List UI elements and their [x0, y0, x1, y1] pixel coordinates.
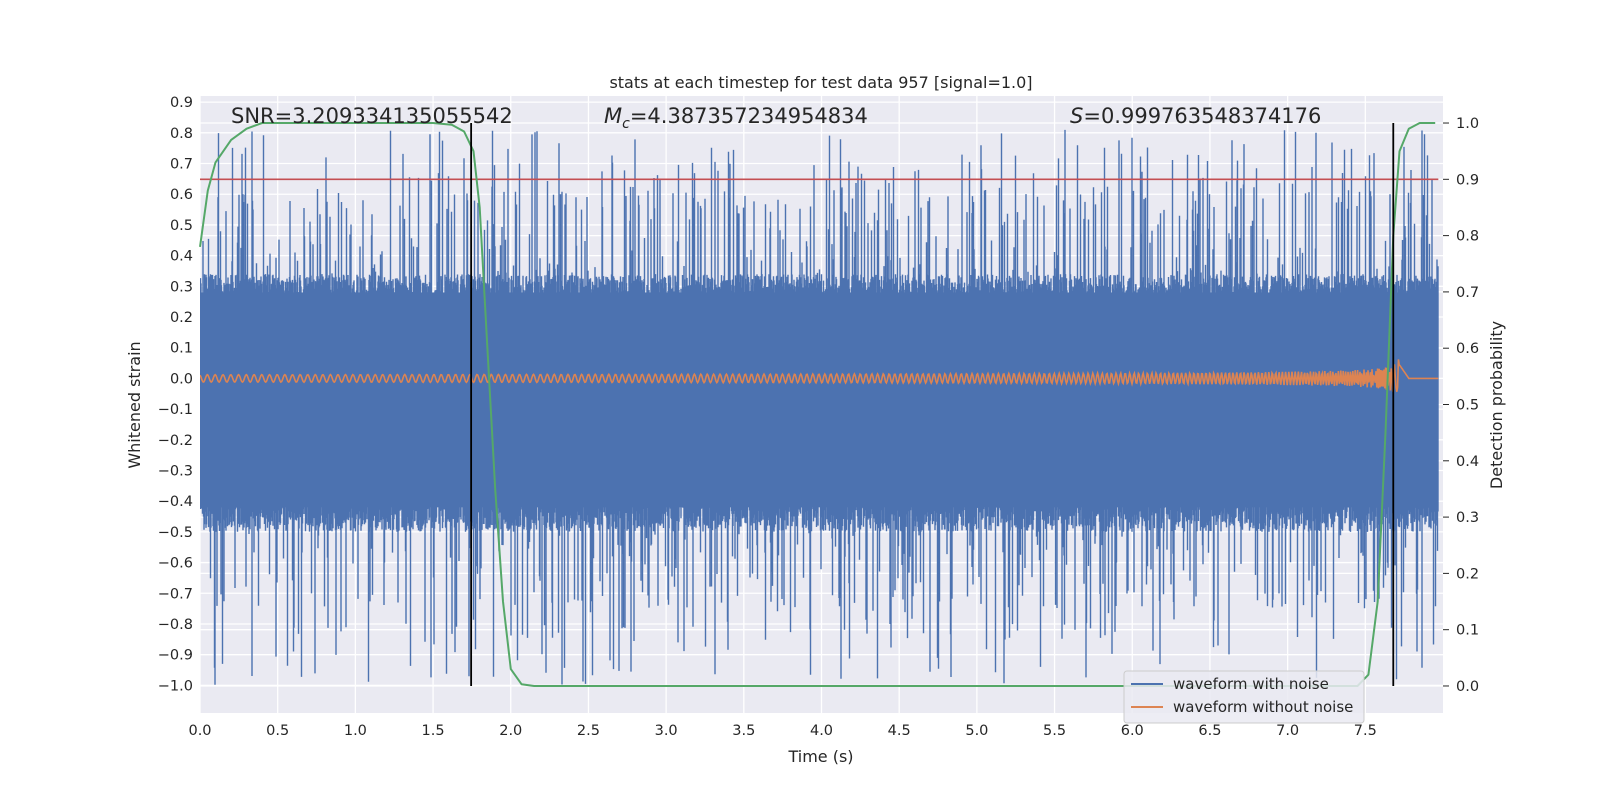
y-tick-label: 0.3	[170, 279, 193, 295]
y2-tick-label: 0.5	[1456, 398, 1479, 414]
chirp-mass-symbol: M	[604, 104, 622, 128]
legend-label-clean: waveform without noise	[1173, 698, 1353, 716]
y2-tick-label: 0.8	[1456, 229, 1479, 245]
y-tick-label: 0.7	[170, 157, 193, 173]
y-tick-label: −1.0	[158, 678, 193, 694]
series-layer	[200, 129, 1439, 685]
y-tick-label: −0.7	[158, 586, 193, 602]
snr-annotation: SNR=3.209334135055542	[231, 104, 513, 128]
y2-tick-label: 1.0	[1456, 116, 1479, 132]
legend-box	[1123, 670, 1365, 724]
series-waveform-core	[200, 292, 1439, 508]
x-tick-label: 6.0	[1121, 723, 1144, 739]
y2-tick-label: 0.6	[1456, 341, 1479, 357]
y-tick-label: −0.3	[158, 463, 193, 479]
x-tick-label: 5.5	[1043, 723, 1066, 739]
y-tick-label: −0.1	[158, 402, 193, 418]
y-axis-label: Whitened strain	[125, 341, 144, 468]
y-tick-label: 0.0	[170, 371, 193, 387]
x-tick-label: 4.5	[888, 723, 911, 739]
y2-tick-label: 0.2	[1456, 566, 1479, 582]
score-value: =0.999763548374176	[1083, 104, 1321, 128]
chirp-mass-value: =4.387357234954834	[630, 104, 868, 128]
y-tick-label: 0.4	[170, 249, 193, 265]
y2-tick-label: 0.4	[1456, 454, 1479, 470]
y-tick-label: −0.8	[158, 617, 193, 633]
overlay-layer	[199, 122, 1439, 687]
y-tick-label: 0.6	[170, 187, 193, 203]
x-axis-ticks: 0.0 0.5 1.0 1.5 2.0 2.5 3.0 3.5 4.0 4.5 5.0 5.5 6.0 6…	[188, 723, 1376, 739]
y-tick-label: −0.2	[158, 433, 193, 449]
chirp-mass-subscript: c	[622, 116, 630, 132]
y-tick-label: 0.2	[170, 310, 193, 326]
chirp-mass-annotation: Mc=4.387357234954834	[604, 104, 868, 132]
y2-tick-label: 0.0	[1456, 679, 1479, 695]
x-tick-label: 5.0	[965, 723, 988, 739]
x-tick-label: 0.5	[266, 723, 289, 739]
y2-tick-label: 0.3	[1456, 510, 1479, 526]
y-tick-label: −0.5	[158, 525, 193, 541]
y-tick-label: 0.1	[170, 341, 193, 357]
y-axis-ticks: 0.9 0.8 0.7 0.6 0.5 0.4 0.3 0.2 0.1 0.0 −0.1 −0.2 −0…	[158, 95, 193, 694]
chart-title: stats at each timestep for test data 957…	[609, 73, 1032, 92]
y2-tick-label: 0.7	[1456, 285, 1479, 301]
score-symbol: S	[1070, 104, 1083, 128]
x-tick-label: 6.5	[1198, 723, 1221, 739]
x-tick-label: 2.0	[499, 723, 522, 739]
legend-label-noise: waveform with noise	[1173, 675, 1329, 693]
y-tick-label: −0.4	[158, 494, 193, 510]
x-tick-label: 1.5	[422, 723, 445, 739]
y2-axis-label: Detection probability	[1487, 321, 1506, 489]
x-tick-label: 3.0	[655, 723, 678, 739]
y-tick-label: 0.9	[170, 95, 193, 111]
x-axis-label: Time (s)	[787, 747, 853, 766]
y-tick-label: −0.6	[158, 556, 193, 572]
x-tick-label: 7.0	[1276, 723, 1299, 739]
x-tick-label: 3.5	[732, 723, 755, 739]
x-tick-label: 0.0	[188, 723, 211, 739]
x-tick-label: 4.0	[810, 723, 833, 739]
legend: waveform with noise waveform without noi…	[1123, 670, 1365, 724]
x-tick-label: 2.5	[577, 723, 600, 739]
series-detection-probability	[199, 122, 1436, 687]
x-tick-label: 7.5	[1354, 723, 1377, 739]
y2-tick-label: 0.1	[1456, 623, 1479, 639]
y2-tick-label: 0.9	[1456, 172, 1479, 188]
y-tick-label: −0.9	[158, 648, 193, 664]
score-annotation: S=0.999763548374176	[1070, 104, 1321, 128]
y2-axis-ticks: 1.0 0.9 0.8 0.7 0.6 0.5 0.4 0.3 0.2 0.1 0.0	[1443, 116, 1479, 695]
x-tick-label: 1.0	[344, 723, 367, 739]
series-waveform-without-noise	[200, 359, 1439, 392]
y-tick-label: 0.5	[170, 218, 193, 234]
y-tick-label: 0.8	[170, 126, 193, 142]
